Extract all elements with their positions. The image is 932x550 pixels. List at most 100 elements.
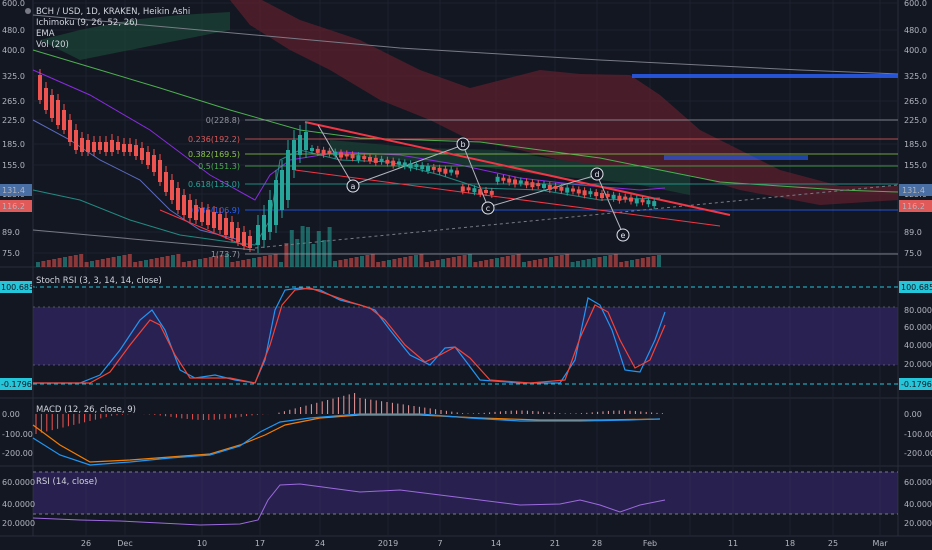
- volume-bar: [284, 243, 289, 267]
- candle-body: [385, 159, 390, 164]
- stoch-badge: [0, 281, 32, 293]
- candle-body: [513, 179, 517, 185]
- price-tick-right: 265.0: [904, 97, 927, 106]
- trendline-drawings[interactable]: [32, 121, 899, 251]
- indicator-ema[interactable]: EMA: [36, 29, 55, 39]
- volume-bar: [397, 258, 402, 267]
- rsi-title[interactable]: RSI (14, close): [36, 477, 97, 487]
- candle-body: [280, 170, 284, 210]
- time-tick: 26: [81, 539, 91, 548]
- price-badge: [0, 200, 32, 212]
- stoch-tick: 40.0000: [904, 341, 932, 350]
- candle-body: [501, 177, 506, 181]
- candle-body: [495, 176, 500, 182]
- time-tick: 14: [491, 539, 501, 548]
- candle-body: [553, 185, 558, 189]
- candle-body: [588, 191, 593, 195]
- volume-bar: [46, 260, 51, 267]
- macd-pane[interactable]: 0.00 0.00 -100.00 -100.00 -200.00 -200.00: [2, 393, 932, 466]
- candle-body: [472, 188, 477, 193]
- candle-body: [518, 180, 523, 184]
- volume-bar: [111, 257, 116, 267]
- fib-level-label: 0.618(133.0): [188, 180, 240, 189]
- volume-bar: [640, 258, 645, 267]
- candle-body: [437, 167, 442, 172]
- rsi-band: [33, 472, 898, 514]
- volume-bar: [187, 261, 192, 267]
- time-tick: 21: [550, 539, 560, 548]
- volume-bar: [181, 262, 186, 267]
- candle-body: [333, 151, 338, 156]
- indicator-ichimoku[interactable]: Ichimoku (9, 26, 52, 26): [36, 18, 138, 28]
- candle-body: [194, 205, 198, 220]
- volume-bar: [117, 256, 121, 267]
- price-tick-left: 480.0: [2, 26, 25, 35]
- candle-body: [547, 184, 552, 190]
- price-tick-right: 400.0: [904, 46, 927, 55]
- trendline: [294, 169, 721, 227]
- collapse-dot-icon[interactable]: [25, 8, 31, 14]
- volume-bar: [559, 255, 564, 267]
- volume-bar: [408, 256, 413, 267]
- volume-bar: [543, 258, 548, 267]
- stoch-tick: 20.0000: [904, 360, 932, 369]
- rsi-line: [32, 483, 666, 526]
- elliott-wave-labels[interactable]: a b c d e: [346, 137, 630, 242]
- volume-bar: [516, 254, 521, 267]
- price-tick-left: 265.0: [2, 97, 25, 106]
- volume-bar: [576, 261, 580, 267]
- volume-bar: [468, 254, 472, 267]
- candle-body: [571, 188, 575, 192]
- price-pane[interactable]: 0(228.8) 0.236(192.2) 0.382(169.5) 0.5(151.…: [32, 0, 899, 267]
- trendline: [304, 121, 731, 216]
- candle-body: [629, 197, 633, 202]
- candle-body: [140, 148, 144, 160]
- volume-bar: [624, 261, 629, 267]
- volume-bar: [311, 244, 316, 267]
- volume-bar: [489, 259, 494, 267]
- stoch-tick: 60.0000: [904, 323, 932, 332]
- candle-body: [414, 164, 419, 168]
- volume-bar: [73, 255, 78, 267]
- price-tick-right: 155.0: [904, 161, 927, 170]
- symbol-title[interactable]: BCH / USD, 1D, KRAKEN, Heikin Ashi: [36, 7, 190, 17]
- volume-bar: [338, 260, 343, 267]
- volume-bar: [208, 257, 213, 267]
- candle-body: [68, 120, 72, 142]
- volume-bar: [252, 258, 256, 267]
- candle-body: [134, 145, 138, 156]
- candle-body: [158, 160, 162, 182]
- volume-bar: [500, 257, 505, 267]
- wave-label: a: [351, 182, 356, 191]
- candle-body: [86, 140, 90, 152]
- price-tick-right: 89.0: [904, 228, 922, 237]
- macd-title[interactable]: MACD (12, 26, close, 9): [36, 405, 136, 415]
- candle-body: [262, 215, 266, 240]
- volume-bar: [554, 256, 559, 267]
- time-axis[interactable]: 26 Dec 10 17 24 2019 7 14 21 28 Feb 11 18 25 Mar: [81, 539, 888, 548]
- main-legend[interactable]: BCH / USD, 1D, KRAKEN, Heikin Ashi Ichim…: [25, 7, 190, 50]
- candle-body: [646, 200, 651, 205]
- volume-bar: [403, 257, 408, 267]
- stoch-rsi-pane[interactable]: 80.0000 60.0000 40.0000 20.0000 100.6856 100.…: [0, 281, 932, 390]
- volume-bar: [295, 239, 300, 267]
- candle-body: [92, 142, 96, 152]
- price-tick-right: 325.0: [904, 72, 927, 81]
- indicator-volume[interactable]: Vol (20): [36, 40, 69, 50]
- fib-level-label: 0(228.8): [206, 116, 240, 125]
- rsi-pane[interactable]: 60.0000 60.0000 40.0000 40.0000 20.0000 20.00…: [2, 471, 932, 528]
- stoch-title[interactable]: Stoch RSI (3, 3, 14, 14, close): [36, 276, 162, 286]
- candle-body: [426, 166, 430, 171]
- volume-bar: [365, 255, 370, 267]
- candle-body: [236, 228, 240, 242]
- volume-bar: [527, 261, 532, 267]
- rsi-tick: 20.0000: [904, 519, 932, 528]
- candle-body: [122, 144, 126, 152]
- macd-tick: -100.00: [904, 430, 932, 439]
- price-tick-left: 75.0: [2, 249, 20, 258]
- volume-bar: [570, 262, 575, 267]
- price-axes[interactable]: 600.0 600.0 480.0 480.0 400.0 400.0 325.0 325.0…: [0, 0, 932, 258]
- heikin-ashi-candles: [38, 69, 657, 253]
